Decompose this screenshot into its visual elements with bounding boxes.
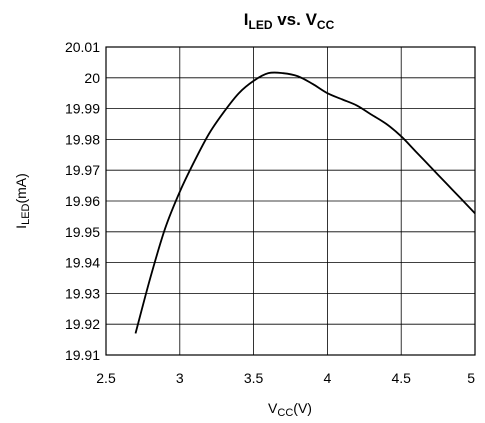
x-tick-label: 3.5 bbox=[244, 370, 264, 386]
y-tick-label: 19.98 bbox=[65, 131, 100, 147]
x-tick-label: 5 bbox=[467, 370, 475, 386]
grid bbox=[106, 47, 475, 355]
x-tick-label: 2.5 bbox=[96, 370, 116, 386]
y-tick-label: 19.93 bbox=[65, 285, 100, 301]
x-axis-label: VCC(V) bbox=[268, 400, 312, 419]
y-axis-label: ILED(mA) bbox=[13, 173, 32, 229]
y-tick-label: 19.97 bbox=[65, 162, 100, 178]
x-tick-label: 3 bbox=[176, 370, 184, 386]
x-axis-ticks: 2.5 3 3.5 4 4.5 5 bbox=[96, 370, 475, 386]
x-tick-label: 4 bbox=[324, 370, 332, 386]
y-tick-label: 19.94 bbox=[65, 255, 100, 271]
plot-area-frame bbox=[105, 46, 476, 356]
y-tick-label: 20.01 bbox=[65, 39, 100, 55]
y-tick-label: 20 bbox=[84, 70, 100, 86]
series-line bbox=[134, 71, 476, 334]
y-tick-label: 19.95 bbox=[65, 224, 100, 240]
y-tick-label: 19.96 bbox=[65, 193, 100, 209]
y-tick-label: 19.92 bbox=[65, 316, 100, 332]
chart-title: ILED vs. VCC bbox=[244, 10, 335, 32]
y-tick-label: 19.91 bbox=[65, 347, 100, 363]
y-tick-label: 19.99 bbox=[65, 101, 100, 117]
x-tick-label: 4.5 bbox=[391, 370, 411, 386]
y-axis-ticks: 20.01 20 19.99 19.98 19.97 19.96 19.95 19.94 19.… bbox=[65, 39, 100, 363]
